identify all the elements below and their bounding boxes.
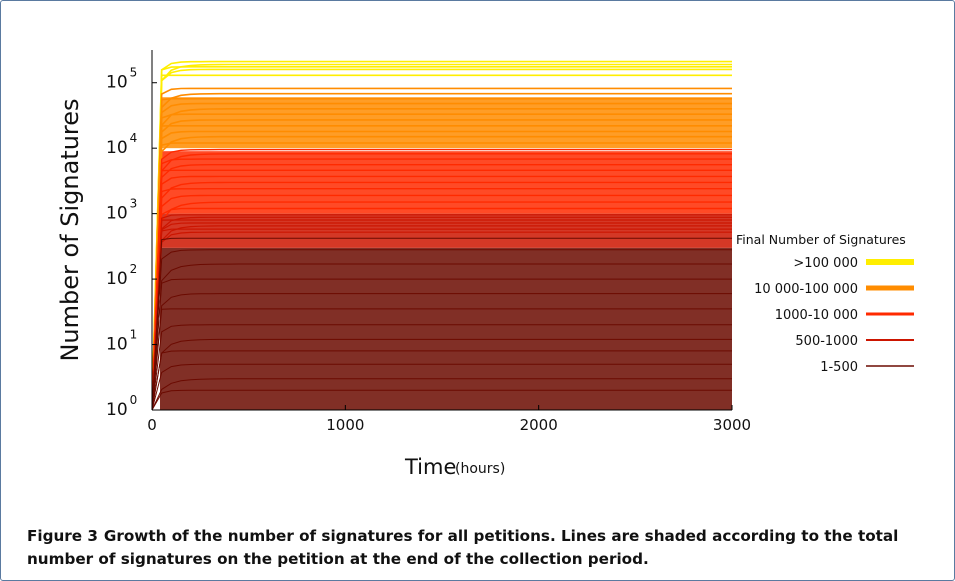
y-tick-exponent: 4 xyxy=(130,131,138,145)
y-tick-exponent: 0 xyxy=(130,393,138,407)
x-axis-label: Time xyxy=(404,455,456,479)
y-tick-label: 10 3 xyxy=(106,197,137,224)
series-line xyxy=(152,68,732,410)
series-line xyxy=(152,74,732,410)
x-tick-label: 2000 xyxy=(520,416,558,434)
figure-caption-text: Growth of the number of signatures for a… xyxy=(27,527,899,568)
series-line xyxy=(152,222,732,410)
density-bands xyxy=(160,97,732,410)
series-line xyxy=(152,113,732,410)
series-line xyxy=(152,158,732,410)
series-line xyxy=(152,225,732,410)
series-line xyxy=(152,201,732,410)
series-line xyxy=(152,308,732,410)
series-line xyxy=(152,338,732,410)
series-line xyxy=(152,219,732,410)
y-tick-label: 10 1 xyxy=(106,328,137,355)
series-line xyxy=(152,148,732,410)
y-tick-label: 10 0 xyxy=(106,393,137,420)
figure-label: Figure 3 xyxy=(27,527,98,545)
series-line xyxy=(152,119,732,410)
series-line xyxy=(152,97,732,410)
series-line xyxy=(152,87,732,410)
series-line xyxy=(152,125,732,410)
density-band xyxy=(160,213,732,248)
series-line xyxy=(152,293,732,410)
legend-label: 10 000-100 000 xyxy=(754,282,858,297)
series-line xyxy=(152,263,732,410)
series-lines xyxy=(152,60,732,410)
x-tick-label: 1000 xyxy=(326,416,364,434)
y-tick-exponent: 3 xyxy=(130,197,138,211)
series-line xyxy=(152,163,732,410)
series-line xyxy=(152,60,732,410)
series-line xyxy=(152,175,732,410)
legend-title: Final Number of Signatures xyxy=(736,232,906,247)
series-line xyxy=(152,153,732,410)
x-axis-unit: (hours) xyxy=(455,461,505,477)
legend-label: >100 000 xyxy=(793,256,858,271)
density-band xyxy=(160,97,732,149)
series-line xyxy=(152,142,732,410)
y-tick-exponent: 1 xyxy=(130,328,138,342)
legend-label: 500-1000 xyxy=(795,334,858,349)
series-line xyxy=(152,237,732,410)
legend-items: >100 000 10 000-100 000 1000-10 000 500-100… xyxy=(754,256,914,375)
series-line xyxy=(152,130,732,410)
series-line xyxy=(152,169,732,410)
series-line xyxy=(152,378,732,410)
density-band xyxy=(160,247,732,410)
legend-label: 1-500 xyxy=(820,360,858,375)
series-line xyxy=(152,63,732,410)
series-line xyxy=(152,249,732,410)
y-tick-label: 10 5 xyxy=(106,66,137,93)
series-line xyxy=(152,135,732,410)
series-line xyxy=(152,102,732,410)
y-axis-label: Number of Signatures xyxy=(56,98,84,361)
series-line xyxy=(152,278,732,410)
series-line xyxy=(152,187,732,410)
y-tick-label: 10 2 xyxy=(106,262,137,289)
series-line xyxy=(152,92,732,410)
series-line xyxy=(152,214,732,410)
legend-label: 1000-10 000 xyxy=(775,308,858,323)
figure-caption: Figure 3 Growth of the number of signatur… xyxy=(27,525,932,571)
legend: Final Number of Signatures >100 000 10 00… xyxy=(736,232,914,375)
series-line xyxy=(152,389,732,410)
series-line xyxy=(152,181,732,410)
series-line xyxy=(152,363,732,410)
series-line xyxy=(152,324,732,410)
x-tick-label: 3000 xyxy=(713,416,751,434)
y-tick-label: 10 4 xyxy=(106,131,137,158)
x-axis-ticks: 0 1000 2000 3000 xyxy=(147,405,751,434)
plot-frame xyxy=(151,50,732,411)
series-line xyxy=(152,207,732,410)
series-line xyxy=(152,228,732,410)
series-line xyxy=(152,350,732,410)
y-tick-exponent: 5 xyxy=(130,66,138,80)
series-line xyxy=(152,66,732,410)
series-line xyxy=(152,216,732,410)
series-line xyxy=(152,108,732,410)
x-tick-label: 0 xyxy=(147,416,157,434)
y-tick-exponent: 2 xyxy=(130,262,138,276)
series-line xyxy=(152,194,732,410)
series-line xyxy=(152,231,732,410)
